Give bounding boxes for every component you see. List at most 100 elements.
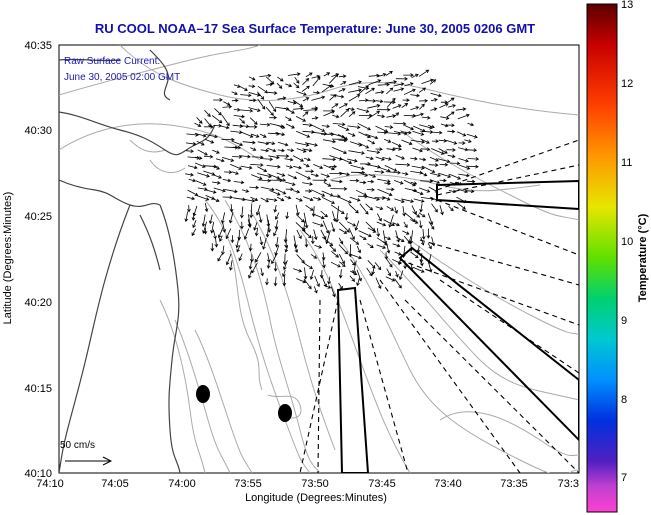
x-tick-label: 74:05 (101, 478, 129, 490)
current-vector (197, 172, 210, 178)
current-vector (392, 222, 400, 227)
current-vector (376, 221, 387, 227)
current-vector (395, 154, 405, 160)
current-vector (410, 181, 418, 186)
current-vector (309, 269, 314, 280)
current-vector (301, 85, 310, 92)
current-vector (278, 125, 286, 129)
current-vectors (184, 69, 480, 298)
current-vector (277, 96, 287, 101)
current-vector (322, 220, 330, 234)
current-vector (419, 98, 429, 103)
current-vector (322, 236, 334, 247)
current-vector (365, 87, 375, 95)
current-vector (335, 206, 340, 223)
current-vector (354, 220, 360, 231)
current-vector (239, 124, 250, 129)
current-vector (386, 147, 396, 152)
current-vector (349, 237, 360, 245)
current-vector (413, 198, 425, 203)
current-vector (305, 142, 318, 147)
current-vector (322, 83, 335, 88)
current-vector (196, 140, 205, 146)
current-vector (465, 164, 479, 169)
current-vector (438, 138, 448, 143)
colorbar-label: Temperature (°C) (637, 213, 649, 302)
current-vector (293, 82, 300, 89)
current-vector (401, 172, 409, 176)
current-vector (393, 82, 405, 87)
current-vector (188, 178, 197, 183)
current-vector (429, 156, 439, 162)
current-vector (214, 108, 222, 116)
current-vector (303, 267, 308, 280)
current-vector (402, 230, 410, 235)
current-vector (231, 91, 238, 95)
current-vector (305, 204, 314, 211)
current-vector (349, 196, 361, 202)
current-vector (187, 165, 198, 170)
current-vector (296, 254, 305, 264)
current-vector (412, 189, 424, 196)
current-vector (303, 212, 309, 229)
current-vector (287, 174, 298, 180)
current-vector (367, 260, 376, 269)
current-vector (359, 203, 369, 215)
current-vector (347, 158, 358, 163)
current-vector (411, 112, 424, 118)
current-vector (375, 90, 385, 95)
y-tick-label: 40:15 (24, 383, 52, 395)
colorbar-tick-label: 8 (621, 394, 627, 406)
current-vector (422, 165, 436, 173)
current-vector (356, 269, 362, 282)
current-vector (413, 267, 425, 273)
figure-title: RU COOL NOAA–17 Sea Surface Temperature:… (95, 21, 535, 36)
current-vector (250, 147, 257, 151)
current-vector (410, 139, 426, 144)
x-tick-label: 74:00 (168, 478, 196, 490)
current-vector (250, 196, 259, 202)
current-vector (233, 107, 241, 112)
current-vector (331, 222, 336, 233)
current-vector (458, 141, 466, 145)
current-vector (366, 187, 375, 192)
current-vector (311, 95, 326, 101)
current-vector (337, 125, 350, 131)
x-axis-label: Longitude (Degrees:Minutes) (245, 492, 387, 504)
current-vector (458, 158, 469, 163)
current-vector (230, 163, 243, 170)
current-vector (448, 205, 454, 212)
current-vector (222, 104, 233, 109)
current-vector (277, 196, 285, 202)
current-vector (398, 270, 404, 281)
colorbar-tick-label: 13 (621, 0, 633, 11)
current-vector (293, 165, 302, 170)
current-vector (407, 236, 412, 244)
current-vector (292, 155, 304, 162)
current-vector (332, 114, 340, 119)
current-vector (301, 229, 312, 239)
current-vector (358, 85, 369, 95)
current-vector (213, 97, 223, 102)
current-vector (329, 94, 337, 101)
current-vector (285, 211, 290, 220)
current-vector (287, 101, 297, 105)
current-vector (367, 139, 376, 145)
current-vector (447, 129, 456, 134)
current-vector (221, 137, 235, 142)
current-vector (294, 76, 300, 84)
x-tick-label: 73:55 (234, 478, 262, 490)
current-vector (203, 227, 208, 235)
current-vector (356, 108, 370, 113)
colorbar-ticks: 13 12 11 10 9 8 7 (621, 0, 633, 484)
current-vector (240, 165, 253, 170)
current-vector (295, 197, 303, 202)
current-vector (321, 84, 333, 93)
current-vector (395, 270, 399, 278)
current-vector (267, 147, 277, 153)
current-vector (285, 83, 293, 88)
current-vector (314, 245, 323, 249)
current-vector (184, 211, 189, 223)
current-vector (412, 130, 425, 136)
current-vector (431, 130, 443, 135)
